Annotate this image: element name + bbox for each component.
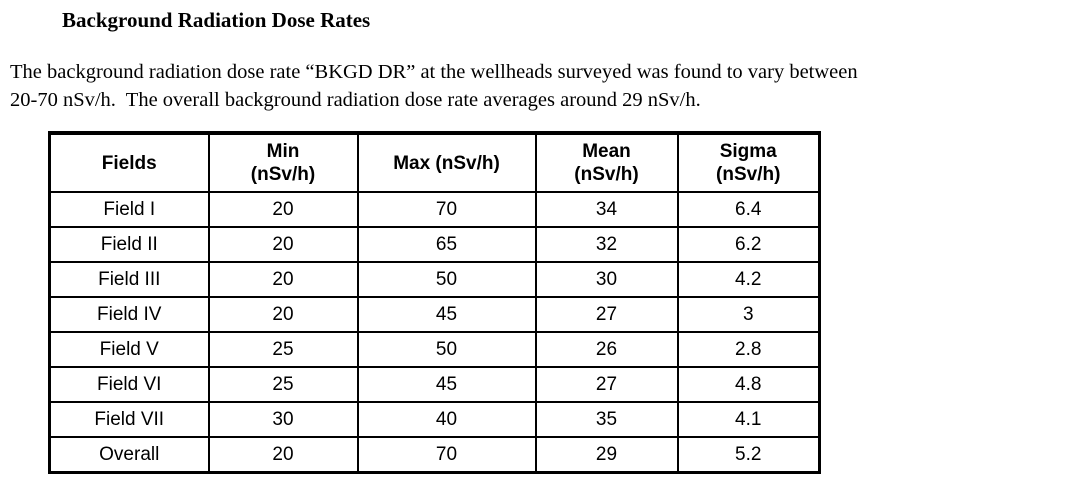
- column-header-label: Min: [266, 141, 300, 162]
- cell-field: Overall: [48, 436, 210, 474]
- column-header-unit: (nSv/h): [250, 164, 316, 185]
- column-header-label: Max (nSv/h): [393, 152, 500, 174]
- cell-sigma: 6.4: [676, 191, 821, 228]
- table-row: Field VI 25 45 27 4.8: [48, 366, 821, 403]
- cell-min: 20: [207, 436, 359, 474]
- column-header-label: Mean: [582, 141, 631, 162]
- cell-field: Field V: [48, 331, 210, 368]
- cell-max: 70: [356, 191, 537, 228]
- cell-sigma: 6.2: [676, 226, 821, 263]
- column-header-label: Fields: [101, 152, 157, 174]
- cell-sigma: 4.1: [676, 401, 821, 438]
- cell-mean: 27: [534, 296, 679, 333]
- table-row: Field VII 30 40 35 4.1: [48, 401, 821, 438]
- cell-mean: 26: [534, 331, 679, 368]
- cell-max: 50: [356, 331, 537, 368]
- page-title: Background Radiation Dose Rates: [62, 8, 371, 32]
- table-row: Field II 20 65 32 6.2: [48, 226, 821, 263]
- cell-field: Field II: [48, 226, 210, 263]
- cell-max: 45: [356, 296, 537, 333]
- intro-paragraph: The background radiation dose rate “BKGD…: [10, 58, 1084, 114]
- cell-min: 20: [207, 296, 359, 333]
- cell-sigma: 2.8: [676, 331, 821, 368]
- column-header-unit: (nSv/h): [574, 164, 639, 185]
- cell-field: Field I: [48, 191, 210, 228]
- column-header-min: Min (nSv/h): [207, 132, 359, 193]
- cell-mean: 29: [534, 436, 679, 474]
- cell-mean: 27: [534, 366, 679, 403]
- cell-field: Field VI: [48, 366, 210, 403]
- cell-field: Field IV: [48, 296, 210, 333]
- dose-rate-table: Fields Min (nSv/h) Max (nSv/h) Mean (nSv…: [48, 131, 821, 474]
- table-row: Field IV 20 45 27 3: [48, 296, 821, 333]
- column-header-fields: Fields: [48, 132, 210, 193]
- column-header-label: Sigma: [719, 141, 777, 162]
- cell-sigma: 4.2: [676, 261, 821, 298]
- cell-sigma: 3: [676, 296, 821, 333]
- cell-field: Field III: [48, 261, 210, 298]
- cell-mean: 30: [534, 261, 679, 298]
- cell-min: 25: [207, 331, 359, 368]
- cell-sigma: 4.8: [676, 366, 821, 403]
- table-row: Field III 20 50 30 4.2: [48, 261, 821, 298]
- table-header-row: Fields Min (nSv/h) Max (nSv/h) Mean (nSv…: [48, 132, 821, 193]
- column-header-mean: Mean (nSv/h): [534, 132, 679, 193]
- cell-mean: 32: [534, 226, 679, 263]
- table-row: Field V 25 50 26 2.8: [48, 331, 821, 368]
- cell-min: 25: [207, 366, 359, 403]
- cell-mean: 35: [534, 401, 679, 438]
- paragraph-line: The background radiation dose rate “BKGD…: [10, 61, 858, 83]
- table-row: Overall 20 70 29 5.2: [48, 436, 821, 474]
- cell-min: 30: [207, 401, 359, 438]
- cell-min: 20: [207, 226, 359, 263]
- table-row: Field I 20 70 34 6.4: [48, 191, 821, 228]
- cell-min: 20: [207, 261, 359, 298]
- cell-max: 40: [356, 401, 537, 438]
- cell-sigma: 5.2: [676, 436, 821, 474]
- column-header-sigma: Sigma (nSv/h): [676, 132, 821, 193]
- cell-max: 65: [356, 226, 537, 263]
- cell-max: 70: [356, 436, 537, 474]
- cell-field: Field VII: [48, 401, 210, 438]
- column-header-unit: (nSv/h): [716, 164, 781, 185]
- cell-max: 50: [356, 261, 537, 298]
- column-header-max: Max (nSv/h): [356, 132, 537, 193]
- paragraph-line: 20-70 nSv/h. The overall background radi…: [10, 89, 701, 111]
- cell-mean: 34: [534, 191, 679, 228]
- cell-min: 20: [207, 191, 359, 228]
- cell-max: 45: [356, 366, 537, 403]
